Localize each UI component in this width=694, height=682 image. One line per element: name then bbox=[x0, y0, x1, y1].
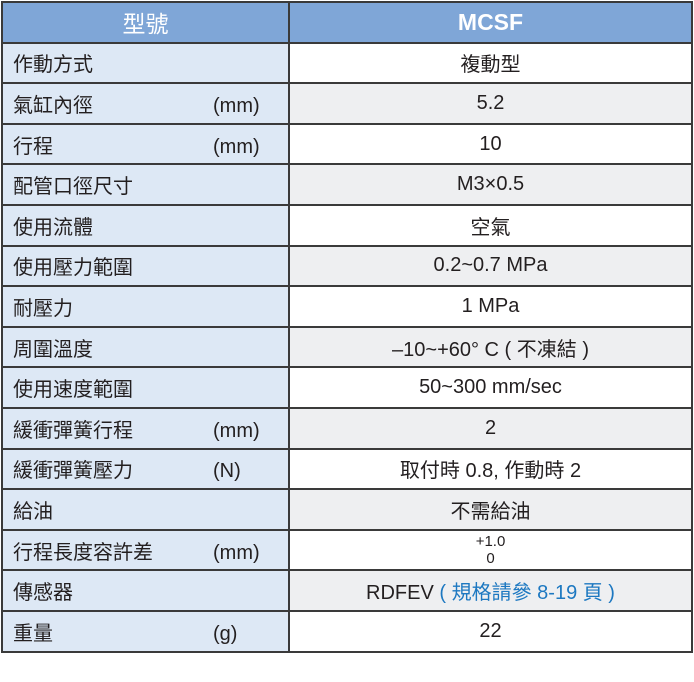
reference-link[interactable]: ( 規格請參 8-19 頁 ) bbox=[439, 582, 615, 605]
spec-value: 22 bbox=[479, 619, 502, 642]
spec-label: 行程 bbox=[13, 135, 53, 158]
spec-value-cell: RDFEV ( 規格請參 8-19 頁 ) bbox=[288, 569, 693, 612]
spec-unit: (mm) bbox=[213, 135, 260, 158]
spec-value-cell: 0.2~0.7 MPa bbox=[288, 244, 693, 288]
tolerance-lower: 0 bbox=[486, 550, 495, 568]
table-row: 使用速度範圍 50~300 mm/sec bbox=[1, 366, 693, 409]
table-row: 傳感器 RDFEV ( 規格請參 8-19 頁 ) bbox=[1, 569, 693, 612]
spec-label: 使用壓力範圍 bbox=[13, 257, 133, 280]
spec-label-cell: 耐壓力 bbox=[1, 285, 290, 328]
spec-unit: (mm) bbox=[213, 94, 260, 117]
spec-value: 50~300 mm/sec bbox=[419, 376, 562, 399]
spec-label-cell: 給油 bbox=[1, 488, 290, 531]
spec-value-cell: 5.2 bbox=[288, 82, 693, 125]
spec-label: 使用速度範圍 bbox=[13, 379, 133, 402]
spec-label: 作動方式 bbox=[13, 54, 93, 77]
table-row: 耐壓力 1 MPa bbox=[1, 285, 693, 328]
table-row: 緩衝彈簧壓力 (N) 取付時 0.8, 作動時 2 bbox=[1, 447, 693, 491]
spec-label-cell: 周圍溫度 bbox=[1, 325, 290, 369]
spec-label-cell: 緩衝彈簧壓力 (N) bbox=[1, 447, 290, 491]
spec-value-cell: 空氣 bbox=[288, 203, 693, 247]
spec-label-cell: 配管口徑尺寸 bbox=[1, 163, 290, 206]
spec-value: 2 bbox=[484, 416, 497, 439]
table-row: 行程 (mm) 10 bbox=[1, 122, 693, 166]
spec-label: 配管口徑尺寸 bbox=[13, 176, 133, 199]
table-row: 行程長度容許差 (mm) +1.0 0 bbox=[1, 528, 693, 572]
spec-value: 0.2~0.7 MPa bbox=[433, 254, 548, 277]
table-row: 周圍溫度 –10~+60° C ( 不凍結 ) bbox=[1, 325, 693, 369]
spec-label: 給油 bbox=[13, 500, 53, 523]
spec-value-cell: 10 bbox=[288, 122, 693, 166]
table-row: 緩衝彈簧行程 (mm) 2 bbox=[1, 406, 693, 450]
spec-value-cell: 複動型 bbox=[288, 41, 693, 85]
tolerance-upper: +1.0 bbox=[475, 533, 506, 551]
spec-value: 複動型 bbox=[460, 54, 521, 77]
spec-label: 使用流體 bbox=[13, 216, 93, 239]
table-row: 使用壓力範圍 0.2~0.7 MPa bbox=[1, 244, 693, 288]
spec-label-cell: 氣缸內徑 (mm) bbox=[1, 82, 290, 125]
header-label: 型號 bbox=[1, 1, 290, 44]
spec-unit: (mm) bbox=[213, 419, 260, 442]
spec-label: 周圍溫度 bbox=[13, 338, 93, 361]
spec-value: –10~+60° C ( 不凍結 ) bbox=[392, 338, 589, 361]
spec-value: 10 bbox=[479, 132, 502, 155]
spec-value: 1 MPa bbox=[461, 294, 520, 317]
table-row: 使用流體 空氣 bbox=[1, 203, 693, 247]
spec-value-cell: 2 bbox=[288, 406, 693, 450]
spec-value-cell: 22 bbox=[288, 609, 693, 653]
spec-label-cell: 使用速度範圍 bbox=[1, 366, 290, 409]
spec-value-cell: 不需給油 bbox=[288, 488, 693, 531]
spec-label: 耐壓力 bbox=[13, 297, 73, 320]
table-row: 配管口徑尺寸 M3×0.5 bbox=[1, 163, 693, 206]
spec-value: 不需給油 bbox=[450, 500, 531, 523]
spec-label-cell: 使用壓力範圍 bbox=[1, 244, 290, 288]
spec-label-cell: 行程 (mm) bbox=[1, 122, 290, 166]
table-row: 氣缸內徑 (mm) 5.2 bbox=[1, 82, 693, 125]
spec-value-cell: 50~300 mm/sec bbox=[288, 366, 693, 409]
spec-value-cell: 1 MPa bbox=[288, 285, 693, 328]
spec-table: 型號 MCSF 作動方式 複動型氣缸內徑 (mm) 5.2 行程 (mm) 10 配管口徑尺寸… bbox=[1, 1, 693, 653]
spec-value-cell: +1.0 0 bbox=[288, 528, 693, 572]
table-row: 給油 不需給油 bbox=[1, 488, 693, 531]
spec-label: 行程長度容許差 bbox=[13, 541, 153, 564]
table-row: 作動方式 複動型 bbox=[1, 41, 693, 85]
spec-label-cell: 作動方式 bbox=[1, 41, 290, 85]
spec-value: RDFEV bbox=[366, 582, 434, 605]
spec-value: 空氣 bbox=[470, 216, 511, 239]
spec-label-cell: 緩衝彈簧行程 (mm) bbox=[1, 406, 290, 450]
spec-label-cell: 使用流體 bbox=[1, 203, 290, 247]
spec-label-cell: 重量 (g) bbox=[1, 609, 290, 653]
spec-label: 傳感器 bbox=[13, 582, 73, 605]
spec-value-cell: M3×0.5 bbox=[288, 163, 693, 206]
spec-unit: (mm) bbox=[213, 541, 260, 564]
spec-value: M3×0.5 bbox=[456, 173, 525, 196]
header-row: 型號 MCSF bbox=[1, 1, 693, 44]
spec-unit: (N) bbox=[213, 460, 241, 483]
spec-label: 緩衝彈簧行程 bbox=[13, 419, 133, 442]
spec-label: 重量 bbox=[13, 622, 53, 645]
spec-value: 5.2 bbox=[476, 91, 505, 114]
spec-value: 取付時 0.8, 作動時 2 bbox=[399, 460, 582, 483]
spec-label: 緩衝彈簧壓力 bbox=[13, 460, 133, 483]
table-row: 重量 (g) 22 bbox=[1, 609, 693, 653]
spec-label-cell: 傳感器 bbox=[1, 569, 290, 612]
spec-value-cell: 取付時 0.8, 作動時 2 bbox=[288, 447, 693, 491]
header-model: MCSF bbox=[288, 1, 693, 44]
spec-label-cell: 行程長度容許差 (mm) bbox=[1, 528, 290, 572]
spec-label: 氣缸內徑 bbox=[13, 94, 93, 117]
spec-unit: (g) bbox=[213, 622, 238, 645]
spec-value-cell: –10~+60° C ( 不凍結 ) bbox=[288, 325, 693, 369]
